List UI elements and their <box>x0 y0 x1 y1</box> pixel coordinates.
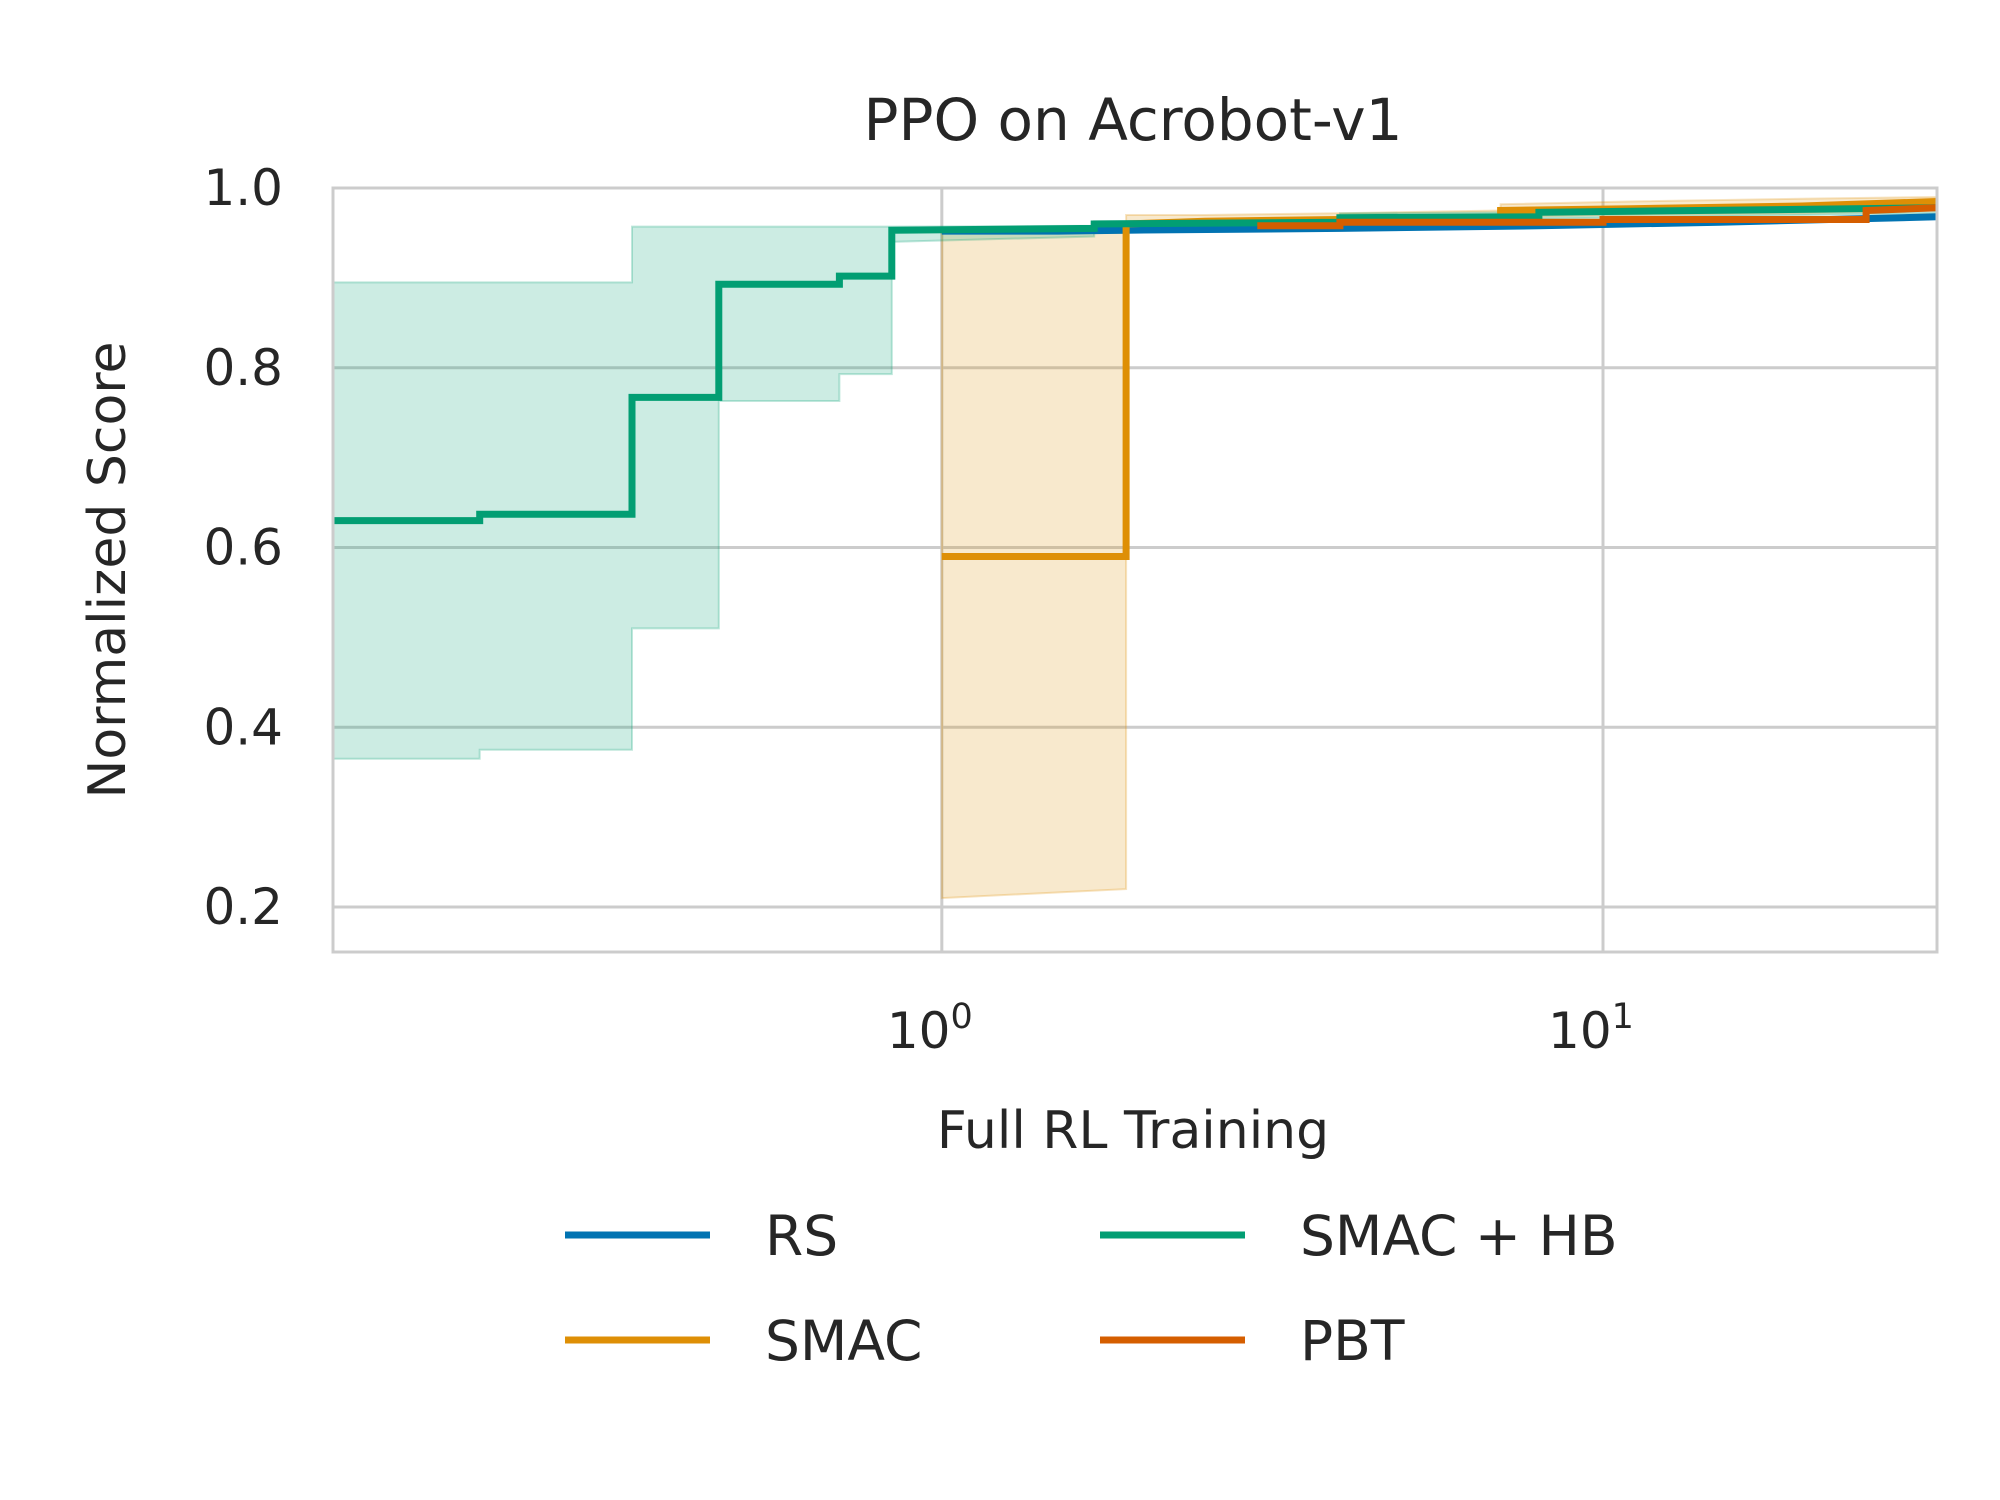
y-tick-label: 0.8 <box>203 339 283 397</box>
x-tick-labels: 100 101 <box>887 997 1634 1060</box>
y-axis-label: Normalized Score <box>78 341 138 798</box>
y-tick-label: 1.0 <box>203 159 283 217</box>
x-axis-label: Full RL Training <box>937 1101 1329 1161</box>
band-smac-hb <box>332 203 1938 760</box>
legend-label-pbt: PBT <box>1300 1309 1405 1373</box>
legend: RS SMAC + HB SMAC PBT <box>565 1204 1618 1373</box>
x-tick-label: 101 <box>1548 997 1634 1060</box>
chart-title: PPO on Acrobot-v1 <box>864 86 1403 154</box>
legend-label-rs: RS <box>765 1204 838 1268</box>
y-tick-label: 0.2 <box>203 878 283 936</box>
y-tick-label: 0.4 <box>203 698 283 756</box>
line-pbt <box>1257 204 1938 230</box>
y-tick-label: 0.6 <box>203 519 283 577</box>
x-tick-label: 100 <box>887 997 973 1060</box>
series-lines <box>333 198 1938 560</box>
y-tick-labels: 0.2 0.4 0.6 0.8 1.0 <box>203 159 283 936</box>
plot-frame <box>331 186 1939 954</box>
legend-label-smac: SMAC <box>765 1309 922 1373</box>
legend-label-smac-hb: SMAC + HB <box>1300 1204 1618 1268</box>
line-smac-hb <box>333 204 1938 525</box>
